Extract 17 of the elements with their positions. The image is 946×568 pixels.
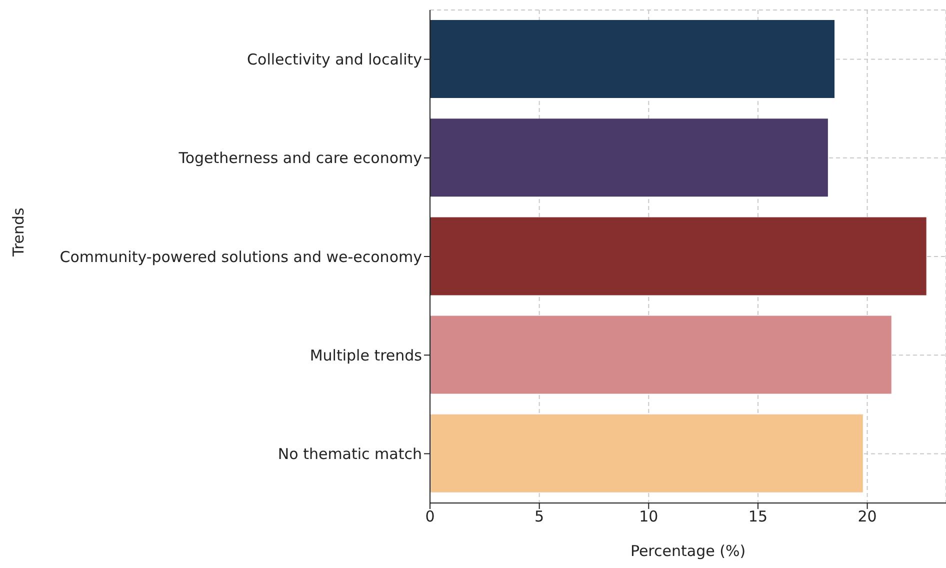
bar [430,20,834,98]
y-tick-label: Community-powered solutions and we-economy [60,248,422,266]
y-tick-label: Collectivity and locality [247,50,422,69]
x-tick-label: 15 [748,508,768,526]
bar [430,316,892,394]
y-tick-label: No thematic match [278,445,422,464]
x-tick-label: 0 [425,508,435,526]
bar [430,118,828,197]
x-axis-title: Percentage (%) [630,542,746,560]
bar [430,217,926,296]
y-axis-title: Trends [9,207,28,258]
x-tick-label: 5 [534,508,544,526]
y-tick-label: Togetherness and care economy [178,149,422,168]
x-tick-label: 10 [639,508,658,526]
bar [430,414,863,492]
x-tick-label: 20 [858,508,877,526]
y-tick-label: Multiple trends [310,346,422,364]
